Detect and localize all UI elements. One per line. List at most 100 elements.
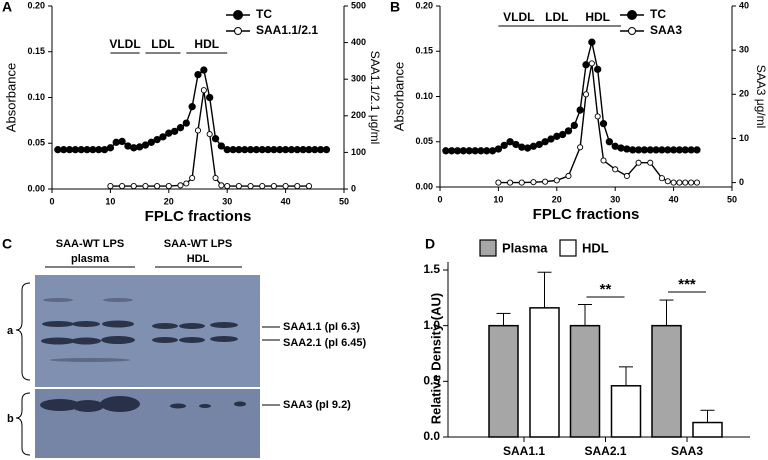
- y2-tick-label: 20: [739, 89, 749, 99]
- series-line: [498, 63, 697, 184]
- data-point: [194, 70, 202, 79]
- data-point: [547, 135, 555, 143]
- data-point: [165, 183, 172, 190]
- data-point: [577, 144, 584, 151]
- data-point: [170, 127, 179, 136]
- bar: [529, 307, 560, 438]
- y-tick-label: 0.05: [27, 138, 45, 148]
- legend-label: SAA1.1/2.1: [256, 23, 318, 37]
- data-point: [518, 143, 526, 151]
- data-point: [119, 183, 126, 190]
- data-point: [623, 145, 631, 153]
- data-point: [530, 179, 537, 186]
- y2-axis-title: SAA3 μg/ml: [754, 65, 768, 129]
- y-tick-label: 0.0: [423, 429, 440, 443]
- y2-tick-label: 400: [351, 37, 366, 47]
- y-tick-label: 0.00: [415, 181, 433, 191]
- y-tick-label: 1.5: [423, 262, 440, 276]
- x-tick-label: 30: [222, 196, 232, 206]
- y2-tick-label: 0: [351, 183, 356, 193]
- section-label: a: [7, 325, 14, 337]
- data-point: [200, 66, 208, 74]
- data-point: [247, 183, 254, 190]
- blot-group-label: plasma: [71, 253, 110, 265]
- x-tick-label: 10: [105, 196, 115, 206]
- legend-label: TC: [650, 7, 666, 21]
- y2-tick-label: 500: [351, 0, 366, 10]
- legend-label: Plasma: [502, 240, 548, 255]
- data-point: [159, 133, 167, 141]
- legend-label: TC: [256, 7, 272, 21]
- data-point: [218, 182, 225, 189]
- data-point: [647, 159, 654, 166]
- data-point: [693, 179, 701, 186]
- bar: [488, 324, 519, 438]
- data-point: [322, 146, 331, 154]
- data-point: [512, 140, 520, 149]
- series-line: [110, 90, 309, 187]
- y-tick-label: 0.10: [415, 91, 433, 101]
- data-point: [623, 172, 630, 180]
- data-point: [282, 183, 289, 190]
- y-tick-label: 0.15: [415, 46, 433, 56]
- x-tick-label: SAA2.1: [584, 444, 626, 458]
- fraction-label: HDL: [585, 10, 610, 24]
- data-point: [217, 142, 226, 150]
- band-label: SAA2.1 (pI 6.45): [283, 337, 366, 349]
- data-point: [147, 138, 155, 146]
- data-point: [142, 183, 149, 190]
- data-point: [670, 179, 677, 186]
- data-point: [130, 183, 137, 190]
- band-label: SAA1.1 (pI 6.3): [283, 321, 360, 333]
- data-point: [518, 179, 525, 186]
- data-point: [118, 137, 126, 146]
- y-tick-label: 1.0: [423, 318, 440, 332]
- data-point: [693, 146, 701, 154]
- data-point: [664, 178, 671, 185]
- x-tick-label: 50: [727, 194, 737, 204]
- section-label: b: [7, 413, 14, 425]
- bar: [569, 324, 601, 438]
- legend-swatch: [559, 239, 577, 257]
- data-point: [182, 119, 190, 127]
- data-point: [188, 103, 196, 111]
- data-point: [154, 183, 161, 190]
- blot-annotation-lines: [15, 266, 280, 456]
- data-point: [500, 141, 508, 150]
- data-point: [176, 124, 185, 132]
- y-tick-label: 0.20: [27, 0, 45, 10]
- data-point: [599, 120, 608, 128]
- data-point: [535, 140, 543, 149]
- blot-group-label: SAA-WT LPS: [56, 238, 124, 250]
- legend-label: SAA3: [650, 23, 682, 37]
- band-label: SAA3 (pI 9.2): [283, 399, 351, 411]
- data-point: [305, 183, 313, 190]
- data-point: [224, 183, 231, 190]
- data-point: [106, 144, 115, 152]
- data-point: [688, 179, 695, 186]
- x-tick-label: 20: [552, 194, 562, 204]
- data-point: [588, 60, 595, 67]
- y2-tick-label: 40: [739, 0, 749, 10]
- x-tick-label: SAA3: [671, 444, 703, 458]
- data-point: [183, 180, 190, 187]
- data-point: [588, 38, 596, 46]
- data-point: [495, 179, 502, 186]
- y-tick-label: 0.05: [415, 136, 433, 146]
- legend-label: HDL: [582, 240, 609, 255]
- x-tick-label: 40: [669, 194, 679, 204]
- data-point: [612, 166, 619, 173]
- legend-marker: [628, 27, 636, 35]
- y-axis-title: Relative Density (AU): [428, 293, 443, 424]
- data-point: [141, 141, 150, 149]
- data-point: [189, 174, 196, 182]
- y-tick-label: 0.10: [27, 92, 45, 102]
- fraction-label: HDL: [194, 37, 219, 51]
- y-tick-label: 0.15: [27, 46, 45, 56]
- data-point: [594, 113, 601, 120]
- panel-label: B: [390, 0, 400, 15]
- data-point: [211, 135, 220, 143]
- data-point: [112, 138, 120, 146]
- panel-label: C: [2, 236, 12, 252]
- x-tick-label: SAA1.1: [503, 444, 545, 458]
